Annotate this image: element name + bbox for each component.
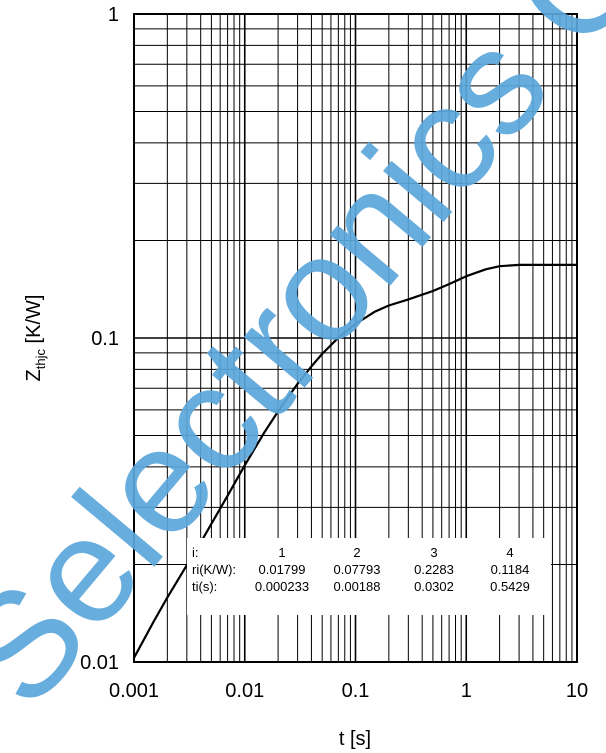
x-tick-label: 10 bbox=[566, 680, 588, 702]
zthjc-curve bbox=[133, 263, 577, 659]
y-tick-label: 1 bbox=[108, 4, 119, 26]
table-row-label: ti(s): bbox=[192, 579, 217, 594]
table-cell: 0.00188 bbox=[334, 579, 381, 594]
table-row-label: i: bbox=[192, 545, 199, 560]
y-axis-title-main: Z bbox=[23, 369, 45, 381]
table-cell: 0.1184 bbox=[491, 562, 530, 577]
table-cell: 0.07793 bbox=[334, 562, 381, 577]
table-cell: 0.0302 bbox=[414, 579, 454, 594]
plot-frame bbox=[133, 13, 578, 663]
y-tick-label: 0.01 bbox=[80, 652, 119, 674]
x-tick-label: 0.01 bbox=[225, 680, 264, 702]
table-cell: 0.000233 bbox=[255, 579, 309, 594]
x-tick-label: 1 bbox=[461, 680, 472, 702]
table-cell: 0.01799 bbox=[259, 562, 306, 577]
y-axis-title: Zthjc [K/W] bbox=[23, 295, 48, 382]
x-tick-label: 0.1 bbox=[342, 680, 370, 702]
tick-labels: 0.001 0.01 0.1 1 10 0.01 0.1 1 bbox=[80, 4, 588, 702]
table-cell: 1 bbox=[278, 545, 285, 560]
y-axis-title-subscript: thjc bbox=[33, 349, 48, 370]
series-curve bbox=[133, 263, 577, 659]
table-cell: 3 bbox=[430, 545, 437, 560]
table-cell: 0.2283 bbox=[414, 562, 454, 577]
table-cell: 2 bbox=[353, 545, 360, 560]
table-cell: 4 bbox=[506, 545, 513, 560]
x-axis-title: t [s] bbox=[339, 728, 371, 750]
table-row-label: ri(K/W): bbox=[192, 562, 236, 577]
table-cell: 0.5429 bbox=[490, 579, 530, 594]
watermark: Selectronics Co. LTD bbox=[0, 0, 606, 736]
y-axis-title-unit: [K/W] bbox=[23, 295, 45, 349]
y-tick-label: 0.1 bbox=[91, 328, 119, 350]
thermal-parameter-table: i: 1 2 3 4 ri(K/W): 0.01799 0.07793 0.2283 0.1184… bbox=[187, 538, 551, 615]
table-background bbox=[187, 538, 551, 615]
x-tick-label: 0.001 bbox=[109, 680, 159, 702]
